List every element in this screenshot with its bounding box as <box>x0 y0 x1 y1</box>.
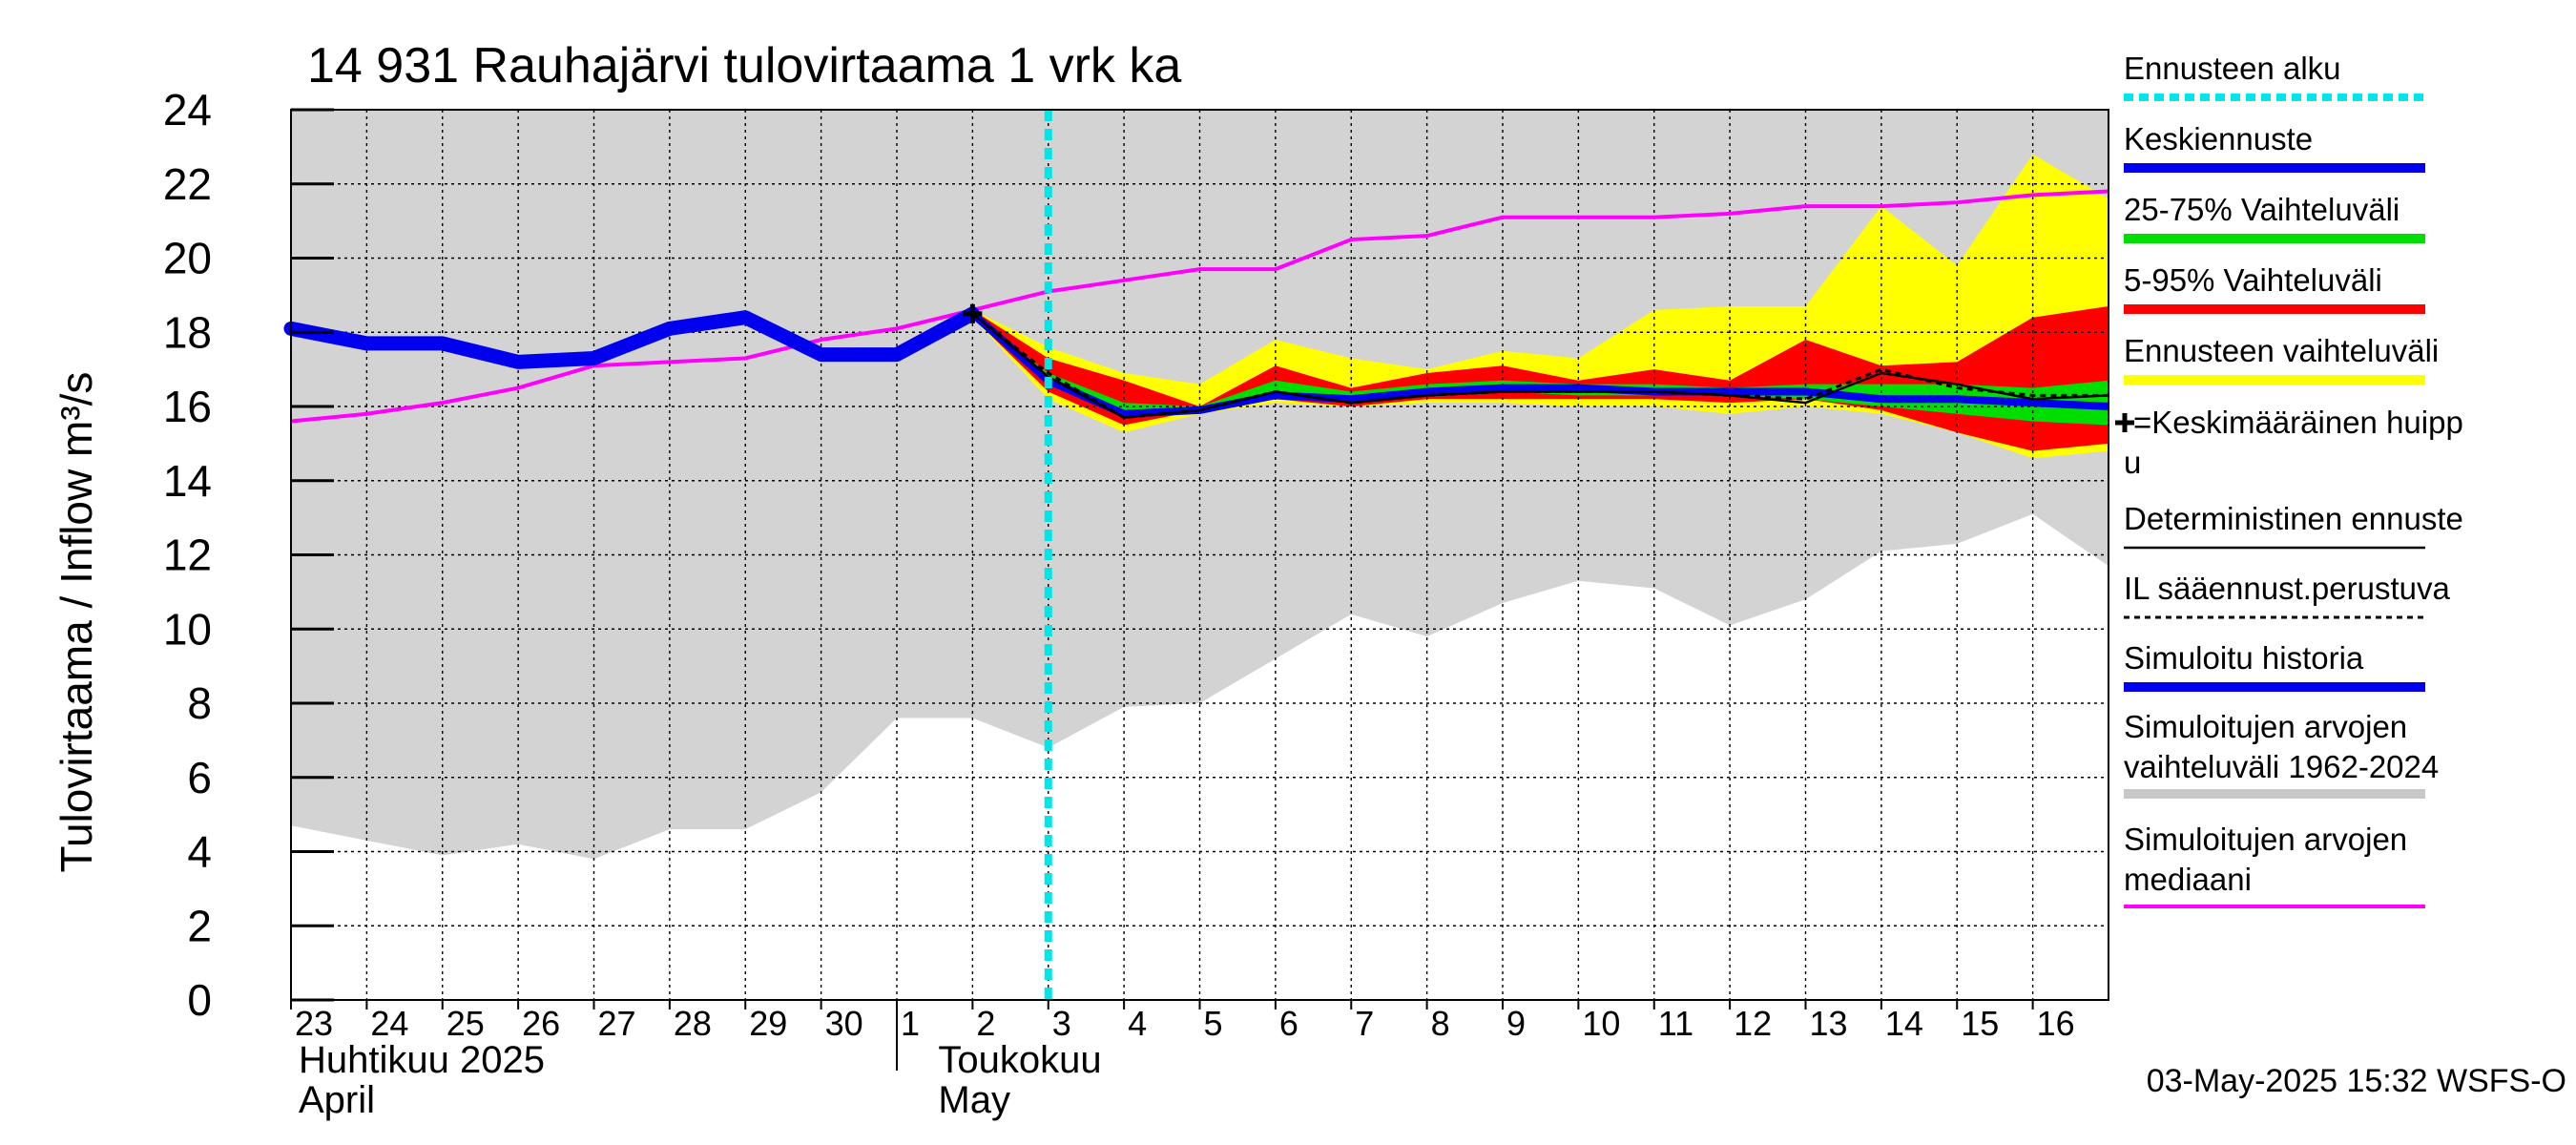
simulated-history-line <box>283 306 980 369</box>
p5-95-band <box>972 306 2109 451</box>
x-tick-label: 26 <box>522 1004 560 1043</box>
x-tick-label: 30 <box>825 1004 863 1043</box>
x-tick-label: 4 <box>1128 1004 1147 1043</box>
legend-item: Ennusteen vaihteluväli <box>2124 333 2439 385</box>
x-tick-label: 5 <box>1204 1004 1223 1043</box>
x-tick-label: 3 <box>1052 1004 1071 1043</box>
legend-label: Simuloitu historia <box>2124 640 2364 676</box>
y-tick-label: 24 <box>163 85 212 135</box>
y-tick-label: 4 <box>187 827 212 877</box>
legend-label: Keskiennuste <box>2124 121 2313 156</box>
legend-item: =Keskimääräinen huipp u <box>2115 405 2463 480</box>
x-tick-label: 15 <box>1961 1004 1999 1043</box>
x-tick-label: 12 <box>1734 1004 1772 1043</box>
grid-lines <box>291 110 2109 1000</box>
x-tick-label: 24 <box>370 1004 408 1043</box>
median-line <box>290 189 2109 424</box>
mean-peak-marker <box>963 303 983 323</box>
legend-label-continued: vaihteluväli 1962-2024 <box>2124 749 2439 784</box>
x-tick-label: 13 <box>1810 1004 1848 1043</box>
y-tick-label: 10 <box>163 604 212 654</box>
x-tick-label: 14 <box>1885 1004 1923 1043</box>
plot-area <box>283 109 2109 1001</box>
x-tick-label: 8 <box>1431 1004 1450 1043</box>
legend-item: 5-95% Vaihteluväli <box>2124 262 2425 314</box>
month-label-en: May <box>938 1079 1010 1121</box>
legend-item: Simuloitujen arvojen mediaani <box>2124 822 2425 908</box>
x-tick-label: 28 <box>674 1004 712 1043</box>
y-tick-label: 16 <box>163 382 212 431</box>
legend-item: Simuloitujen arvojen vaihteluväli 1962-20… <box>2124 709 2439 799</box>
legend-item: Keskiennuste <box>2124 121 2425 173</box>
month-label-en: April <box>299 1079 375 1121</box>
x-tick-label: 23 <box>295 1004 333 1043</box>
chart-title: 14 931 Rauhajärvi tulovirtaama 1 vrk ka <box>307 38 1181 94</box>
legend-label: Simuloitujen arvojen <box>2124 822 2407 857</box>
y-tick-label: 14 <box>163 456 212 506</box>
legend-label: Deterministinen ennuste <box>2124 501 2463 536</box>
legend-label: Ennusteen alku <box>2124 51 2341 86</box>
x-tick-label: 9 <box>1506 1004 1526 1043</box>
y-tick-label: 2 <box>187 901 212 950</box>
x-tick-label: 16 <box>2037 1004 2075 1043</box>
x-tick-label: 2 <box>976 1004 995 1043</box>
legend-label: Ennusteen vaihteluväli <box>2124 333 2439 368</box>
x-tick-label: 10 <box>1582 1004 1620 1043</box>
y-tick-label: 6 <box>187 753 212 802</box>
y-tick-label: 0 <box>187 975 212 1025</box>
il-forecast-line <box>971 312 2109 420</box>
legend-item: IL sääennust.perustuva <box>2124 571 2450 619</box>
legend-label: Simuloitujen arvojen <box>2124 709 2407 744</box>
x-tick-label: 6 <box>1279 1004 1298 1043</box>
timestamp-footer: 03-May-2025 15:32 WSFS-O <box>2147 1063 2566 1099</box>
y-tick-label: 22 <box>163 159 212 209</box>
y-tick-label: 18 <box>163 307 212 357</box>
y-axis-label: Tulovirtaama / Inflow m³/s <box>52 372 101 873</box>
legend-item: Deterministinen ennuste <box>2124 501 2463 550</box>
legend-label: =Keskimääräinen huipp <box>2133 405 2463 440</box>
x-tick-label: 27 <box>598 1004 636 1043</box>
x-tick-label: 7 <box>1355 1004 1374 1043</box>
legend: Ennusteen alku Keskiennuste 25-75% Vaihtel… <box>2115 51 2463 908</box>
legend-label: 25-75% Vaihteluväli <box>2124 192 2399 227</box>
legend-label: 5-95% Vaihteluväli <box>2124 262 2382 298</box>
x-tick-label: 25 <box>447 1004 485 1043</box>
legend-label: IL sääennust.perustuva <box>2124 571 2450 606</box>
x-tick-label: 1 <box>901 1004 920 1043</box>
legend-item: Ennusteen alku <box>2124 51 2425 101</box>
month-label-fi: Toukokuu <box>938 1039 1101 1081</box>
y-tick-label: 20 <box>163 234 212 283</box>
legend-item: 25-75% Vaihteluväli <box>2124 192 2425 243</box>
x-axis: 23 24 25 26 27 28 29 30 1 2 3 4 5 6 7 8 9 10 11 12 13 14 15 16H… <box>290 1000 2075 1121</box>
y-tick-label: 12 <box>163 531 212 580</box>
x-tick-label: 11 <box>1658 1004 1693 1043</box>
mean-forecast-line <box>969 310 2109 418</box>
legend-item: Simuloitu historia <box>2124 640 2425 692</box>
x-tick-label: 29 <box>749 1004 787 1043</box>
y-tick-label: 8 <box>187 678 212 728</box>
legend-label-continued: mediaani <box>2124 862 2252 897</box>
legend-label-continued: u <box>2124 445 2141 480</box>
month-label-fi: Huhtikuu 2025 <box>299 1039 545 1081</box>
